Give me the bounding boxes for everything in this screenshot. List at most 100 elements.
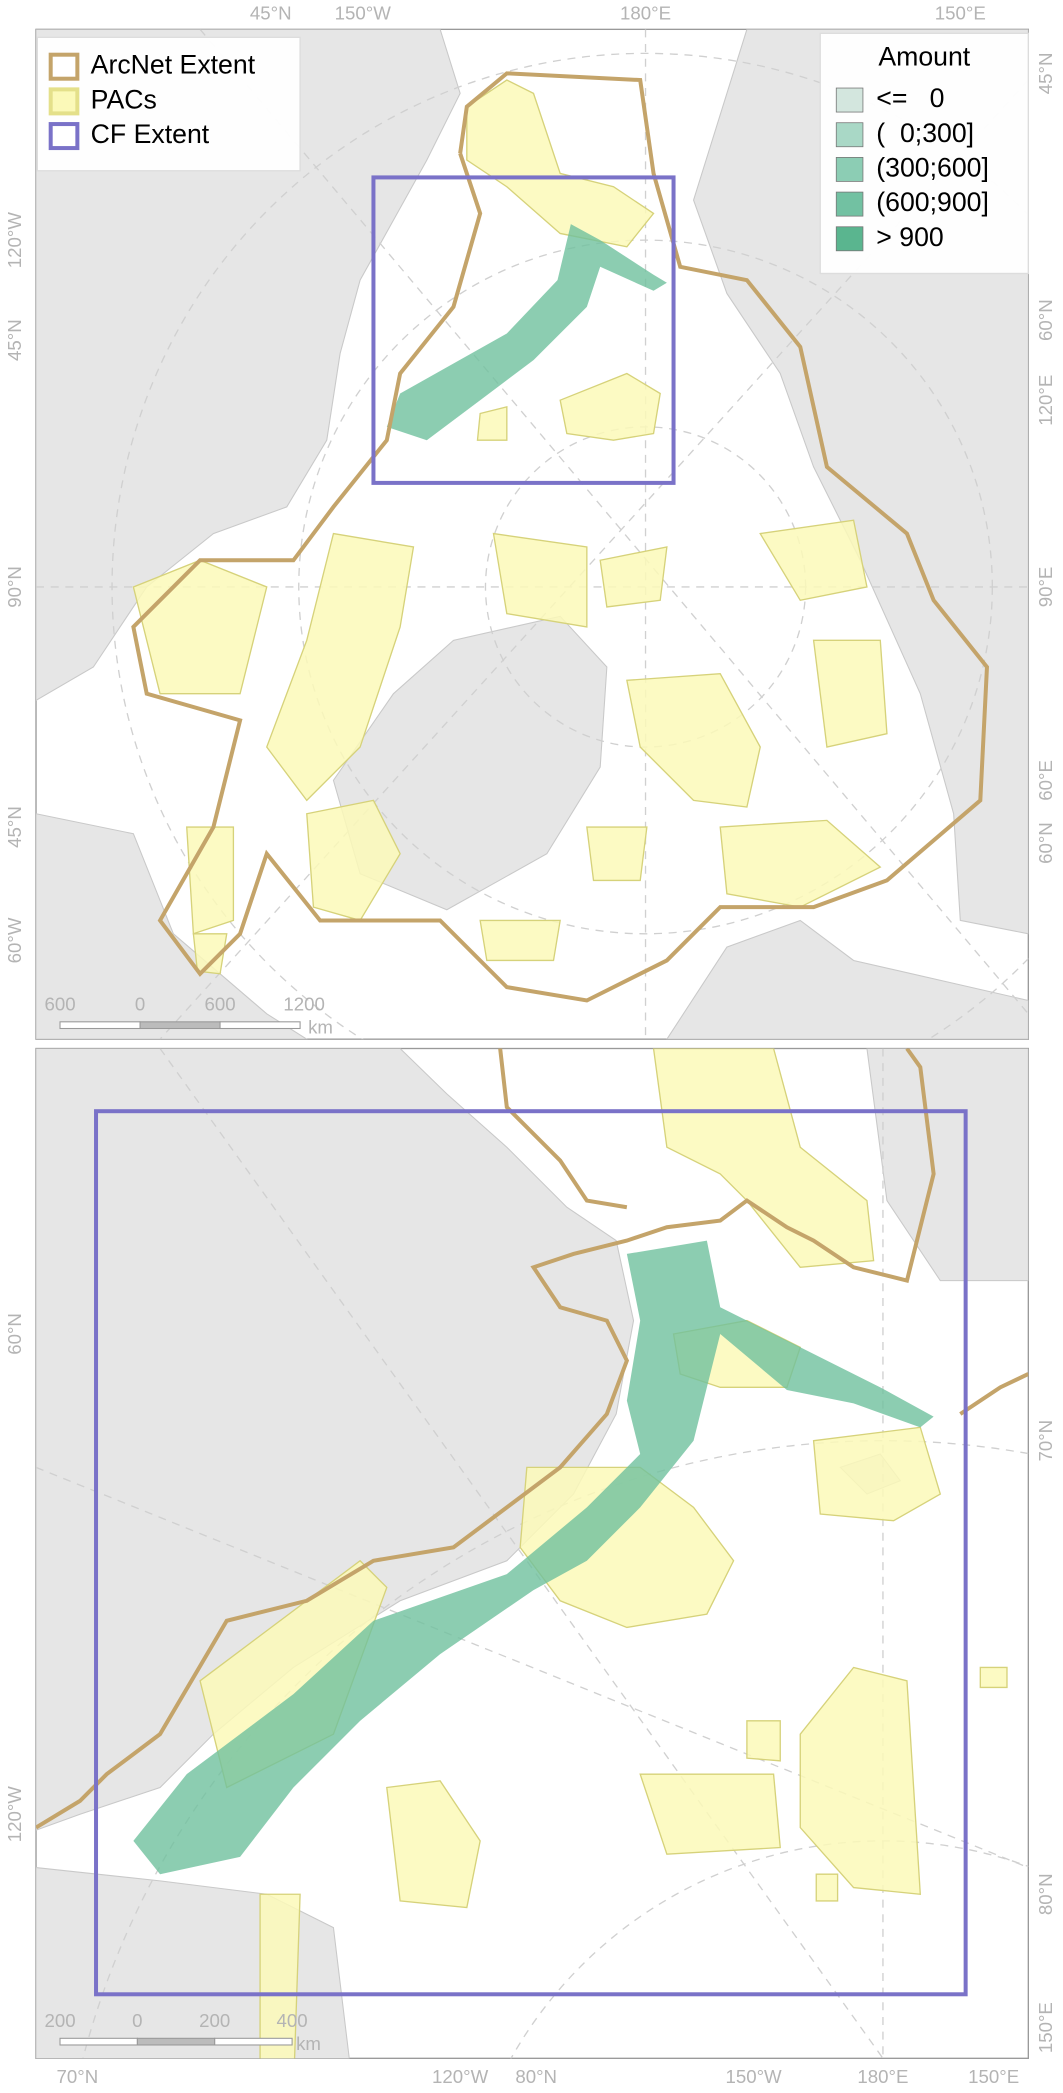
scale-label: 200 (44, 2010, 75, 2031)
graticule (199, 29, 1029, 1015)
pac (719, 819, 882, 908)
graticule-label: 90°N (4, 566, 25, 608)
graticule-label: 120°W (4, 212, 25, 269)
pac (186, 826, 235, 935)
pac (599, 546, 668, 608)
amount-label: (600;900] (876, 187, 989, 217)
amount-legend: <= 0 ( 0;300] (300;600] (600;900] > 900 (835, 83, 989, 252)
scale-label: 0 (132, 2010, 142, 2031)
graticule-label: 70°N (1035, 1420, 1056, 1462)
pac (652, 1048, 875, 1268)
scale-label: 1200 (283, 994, 325, 1015)
graticule-label: 80°N (515, 2066, 557, 2087)
pac (746, 1720, 781, 1762)
graticule-label: 180°E (857, 2066, 908, 2087)
graticule (159, 79, 1029, 1040)
scale-unit: km (308, 1016, 333, 1037)
scale-label: 0 (135, 994, 145, 1015)
legend-label: CF Extent (91, 119, 210, 149)
legend-swatch (48, 52, 80, 81)
pac (812, 639, 888, 748)
graticule-label: 60°W (4, 917, 25, 963)
pac (192, 933, 228, 975)
scale-segment (214, 2037, 293, 2046)
pac (306, 799, 401, 922)
pac (259, 1893, 301, 2059)
scale-segment (59, 1021, 141, 1030)
scale-bar (59, 2037, 293, 2046)
amount-label: > 900 (876, 222, 943, 252)
graticule-label: 180°E (620, 3, 671, 24)
graticule-label: 60°N (1035, 822, 1056, 864)
bottom-map (35, 1047, 1029, 2059)
graticule-label: 150°W (335, 3, 392, 24)
graticule-label: 45°N (1035, 53, 1056, 95)
graticule-label: 60°N (1035, 299, 1056, 341)
pac (639, 1773, 781, 1855)
legend-swatch (48, 122, 80, 151)
graticule-label: 150°W (725, 2066, 782, 2087)
amount-swatch (835, 122, 864, 148)
land (36, 813, 308, 1040)
graticule-label: 60°N (4, 1313, 25, 1355)
scale-label: 200 (199, 2010, 230, 2031)
legend-label: ArcNet Extent (91, 50, 256, 80)
amount-grid (386, 224, 667, 441)
arcnet-extent (36, 1048, 936, 1830)
graticule-label: 90°E (1035, 567, 1056, 608)
pac (586, 826, 648, 882)
amount-swatch (835, 87, 864, 113)
scale-segment (139, 1021, 221, 1030)
pac (979, 1666, 1008, 1689)
land (666, 919, 1029, 1040)
graticule-label: 150°E (935, 3, 986, 24)
amount-label: <= 0 (876, 83, 944, 113)
pac (559, 372, 661, 441)
amount-label: (300;600] (876, 152, 989, 182)
land (866, 1048, 1029, 1282)
graticule-label: 45°N (4, 806, 25, 848)
legend-box (36, 36, 301, 172)
cf-extent (371, 175, 676, 485)
pac (479, 919, 561, 962)
scale-label: 600 (44, 994, 75, 1015)
scale-label: 600 (204, 994, 235, 1015)
scale-segment (219, 1021, 301, 1030)
graticule-label: 120°E (1035, 375, 1056, 426)
amount-swatch (835, 191, 864, 217)
graticule (159, 1048, 884, 2059)
pac (815, 1873, 839, 1902)
pac (626, 672, 761, 808)
arcnet-extent (959, 1372, 1029, 1416)
land (36, 29, 461, 701)
arcnet-extent (498, 1048, 628, 1210)
legend-label: PACs (91, 84, 157, 114)
scale-unit: km (296, 2033, 321, 2054)
graticule-label: 150°E (968, 2066, 1019, 2087)
legend: ArcNet Extent PACs CF Extent (48, 50, 256, 151)
arcnet-extent (131, 71, 990, 1003)
pac (812, 1426, 942, 1522)
pac (492, 532, 588, 628)
graticule-label: 60°E (1035, 760, 1056, 801)
pac (386, 1780, 481, 1909)
amount-swatch (835, 157, 864, 182)
graticule-label: 120°W (4, 1786, 25, 1843)
scale-segment (59, 2037, 138, 2046)
scale-bar (59, 1021, 301, 1030)
pac (799, 1666, 922, 1895)
graticule-label: 120°W (432, 2066, 489, 2087)
scale-segment (136, 2037, 216, 2046)
cf-extent (94, 1109, 968, 1997)
scale-label: 400 (277, 2010, 308, 2031)
graticule-label: 70°N (57, 2066, 99, 2087)
amount-legend-title: Amount (878, 42, 970, 72)
amount-label: ( 0;300] (876, 118, 974, 148)
pac (759, 519, 868, 602)
pac (265, 532, 415, 802)
graticule-label: 150°E (1035, 2002, 1056, 2053)
graticule-label: 45°N (4, 319, 25, 361)
graticule-label: 80°N (1035, 1873, 1056, 1915)
legend-swatch (48, 87, 80, 116)
